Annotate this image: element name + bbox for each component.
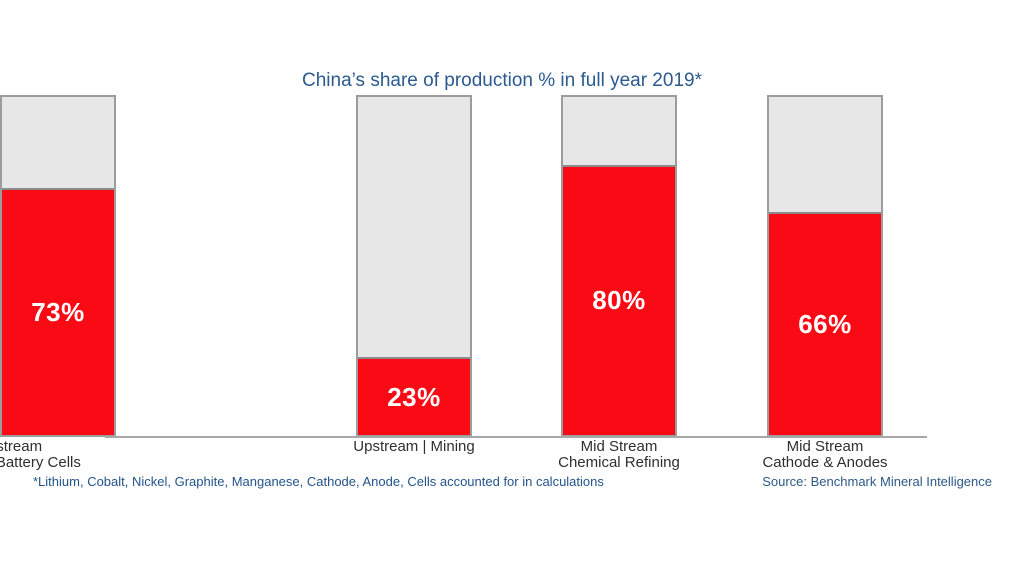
- bar-fill-upstream-mining: 23%: [358, 357, 470, 435]
- category-label-downstream-battery-cells: Downstream Lithium ion Battery Cells: [0, 438, 81, 472]
- bar-value-label: 66%: [798, 308, 852, 339]
- bar-midstream-cathode-anodes: 66%: [767, 95, 883, 437]
- bar-downstream-battery-cells: 73%: [0, 95, 116, 437]
- bar-fill-downstream-battery-cells: 73%: [2, 188, 114, 435]
- bar-upstream-mining: 23%: [356, 95, 472, 437]
- bar-value-label: 80%: [592, 285, 646, 316]
- category-label-midstream-cathode-anodes: Mid Stream Cathode & Anodes: [762, 438, 888, 472]
- category-label-upstream-mining: Upstream | Mining: [353, 438, 475, 455]
- bar-value-label: 73%: [31, 297, 85, 328]
- chart-source: Source: Benchmark Mineral Intelligence: [762, 474, 992, 489]
- bar-fill-midstream-cathode-anodes: 66%: [769, 211, 881, 435]
- x-axis-line: [105, 436, 927, 438]
- chart-footnote: *Lithium, Cobalt, Nickel, Graphite, Mang…: [33, 474, 604, 489]
- chart-title: China’s share of production % in full ye…: [302, 70, 702, 91]
- bar-midstream-chemical-refining: 80%: [561, 95, 677, 437]
- category-label-midstream-chemical-refining: Mid Stream Chemical Refining: [558, 438, 680, 472]
- bar-value-label: 23%: [387, 381, 441, 412]
- bar-fill-midstream-chemical-refining: 80%: [563, 164, 675, 435]
